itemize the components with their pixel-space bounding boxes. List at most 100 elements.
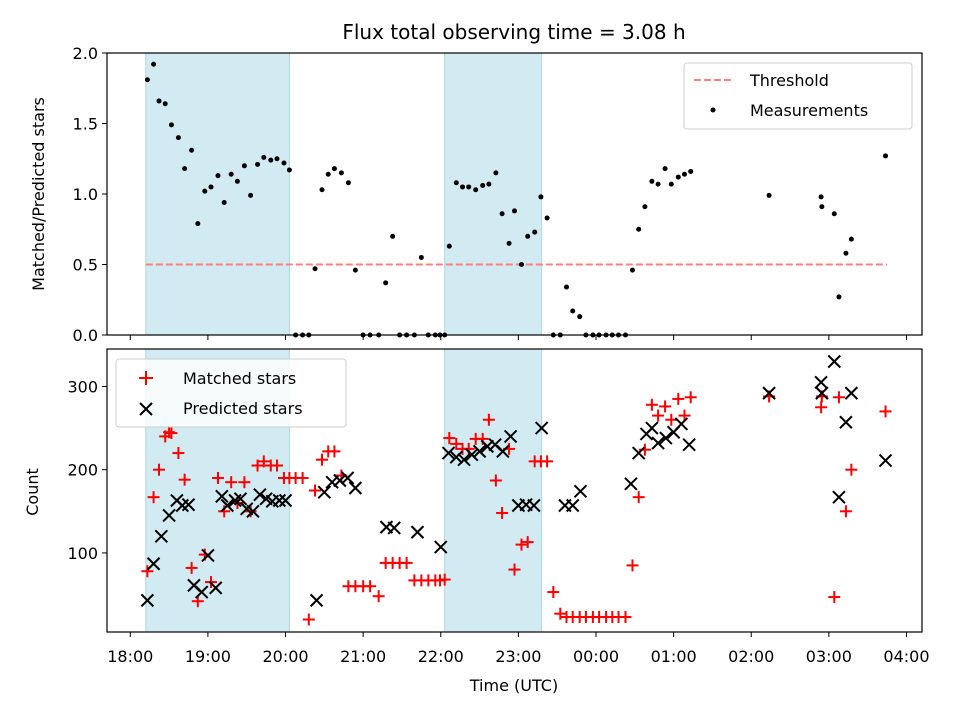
bottom-legend-box xyxy=(115,358,347,428)
predicted-star-marker xyxy=(449,450,463,464)
measurement-point xyxy=(577,314,583,320)
chart-title: Flux total observing time = 3.08 h xyxy=(342,20,685,44)
matched-star-marker xyxy=(147,491,160,504)
bottom-y-tick-label: 100 xyxy=(67,544,98,563)
matched-star-marker xyxy=(496,506,509,519)
measurement-point xyxy=(281,160,287,166)
predicted-star-marker xyxy=(194,585,209,599)
x-tick-label: 18:00 xyxy=(107,647,153,666)
matched-star-marker xyxy=(879,405,892,418)
measurement-point xyxy=(221,199,227,205)
predicted-star-marker xyxy=(566,498,580,513)
matched-star-marker xyxy=(165,427,178,440)
matched-star-marker xyxy=(665,413,678,426)
legend-measurements-swatch xyxy=(710,107,716,113)
measurement-point xyxy=(544,215,550,221)
x-tick-label: 20:00 xyxy=(262,647,308,666)
predicted-star-marker xyxy=(503,429,518,444)
matched-star-marker xyxy=(257,455,270,468)
predicted-star-marker xyxy=(624,477,638,491)
predicted-star-marker xyxy=(441,446,456,460)
matched-star-marker xyxy=(547,586,560,599)
matched-star-marker xyxy=(541,455,554,468)
measurement-point xyxy=(144,77,150,83)
matched-star-marker xyxy=(845,463,858,476)
matched-star-marker xyxy=(815,401,828,414)
bottom-y-tick-label: 300 xyxy=(67,377,98,396)
predicted-stars-points xyxy=(140,354,893,608)
x-tick-label: 00:00 xyxy=(573,647,619,666)
bottom-plot-frame xyxy=(106,348,923,633)
x-tick-label: 02:00 xyxy=(728,647,774,666)
measurement-point xyxy=(189,147,195,153)
measurement-point xyxy=(570,308,576,314)
measurement-point xyxy=(532,229,538,235)
predicted-star-marker xyxy=(215,489,229,504)
matched-star-marker xyxy=(238,476,251,489)
measurement-point xyxy=(493,170,499,176)
matched-star-marker xyxy=(684,391,697,404)
top-legend-box xyxy=(683,62,913,130)
predicted-star-marker xyxy=(527,498,541,513)
matched-star-marker xyxy=(489,474,502,487)
x-tick-label: 04:00 xyxy=(883,647,929,666)
predicted-star-marker xyxy=(208,581,223,595)
x-tick-label: 21:00 xyxy=(340,647,386,666)
matched-star-marker xyxy=(645,398,658,411)
x-tick-label: 01:00 xyxy=(651,647,697,666)
measurement-point xyxy=(486,181,492,187)
measurement-point xyxy=(831,211,837,217)
measurement-point xyxy=(215,173,221,179)
predicted-star-marker xyxy=(457,452,471,467)
matched-star-marker xyxy=(521,536,534,549)
top-legend: Threshold Measurements xyxy=(683,62,913,130)
measurement-point xyxy=(248,192,254,198)
measurement-point xyxy=(338,170,344,176)
top-y-ticks: 0.0 0.5 1.0 1.5 2.0 xyxy=(73,44,107,345)
predicted-star-marker xyxy=(253,487,267,502)
predicted-star-marker xyxy=(246,504,260,519)
shaded-span-1 xyxy=(444,52,543,336)
measurement-point xyxy=(655,181,661,187)
matched-star-marker xyxy=(251,459,264,472)
predicted-star-marker xyxy=(814,375,828,390)
measurement-point xyxy=(331,166,337,172)
legend-matched-swatch xyxy=(139,371,153,385)
x-tick-label: 03:00 xyxy=(806,647,852,666)
predicted-star-marker xyxy=(233,492,248,506)
predicted-star-marker xyxy=(410,525,425,539)
measurement-point xyxy=(274,156,280,162)
measurement-point xyxy=(819,204,825,210)
predicted-star-marker xyxy=(333,473,347,488)
measurement-point xyxy=(629,267,635,273)
top-shaded-regions xyxy=(145,52,543,336)
matched-star-marker xyxy=(619,611,632,624)
measurement-point xyxy=(818,194,824,200)
measurement-point xyxy=(766,192,772,198)
measurement-point xyxy=(202,188,208,194)
measurement-point xyxy=(512,208,517,214)
top-y-tick-label: 2.0 xyxy=(73,44,98,63)
measurement-point xyxy=(642,204,648,210)
measurement-point xyxy=(228,171,234,177)
predicted-star-marker xyxy=(762,386,776,400)
measurement-point xyxy=(675,174,681,180)
predicted-star-marker xyxy=(878,453,893,468)
measurement-point xyxy=(319,187,325,193)
matched-star-marker xyxy=(554,607,567,620)
predicted-star-marker xyxy=(434,540,448,554)
predicted-star-marker xyxy=(815,386,829,400)
legend-matched-label: Matched stars xyxy=(183,369,296,388)
bottom-panel: 100 200 300 18:00 19:00 20:00 21:00 22:00 23:00… xyxy=(23,348,930,695)
measurement-point xyxy=(453,180,459,186)
x-tick-label: 19:00 xyxy=(185,647,231,666)
measurement-point xyxy=(466,184,472,190)
predicted-star-marker xyxy=(496,444,510,459)
bottom-x-ticks: 18:00 19:00 20:00 21:00 22:00 23:00 00:00 01:00… xyxy=(107,632,930,666)
predicted-star-marker xyxy=(140,593,155,608)
measurement-point xyxy=(848,236,854,242)
top-panel: Flux total observing time = 3.08 h 0.00.… xyxy=(29,20,923,345)
measurement-point xyxy=(261,154,267,160)
predicted-star-marker xyxy=(201,548,215,563)
measurement-point xyxy=(668,181,674,187)
